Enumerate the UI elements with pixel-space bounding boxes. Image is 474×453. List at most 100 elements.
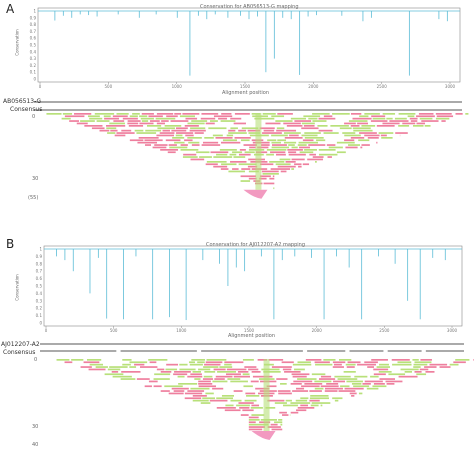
read [361, 144, 369, 146]
read [317, 125, 327, 127]
read [287, 125, 303, 127]
read [300, 397, 308, 399]
read [198, 381, 211, 383]
read [291, 118, 306, 120]
read [339, 390, 356, 392]
read [291, 383, 302, 385]
read [424, 366, 436, 368]
read [157, 123, 165, 125]
read [142, 120, 148, 122]
read [280, 424, 282, 426]
y-tick-label: 0 [39, 321, 42, 326]
read [130, 139, 144, 141]
read [193, 395, 207, 397]
read [107, 132, 115, 134]
read [234, 123, 246, 125]
read [325, 388, 343, 390]
y-tick-label: 0.4 [36, 291, 43, 296]
read [221, 168, 229, 170]
read [349, 120, 368, 122]
read [203, 366, 218, 368]
read [104, 118, 119, 120]
read [171, 120, 189, 122]
read [225, 409, 241, 411]
read [57, 359, 70, 361]
read [345, 388, 364, 390]
read [276, 154, 286, 156]
read [228, 132, 247, 134]
read [69, 120, 79, 122]
read [203, 378, 213, 380]
y-tick-label: 0.5 [30, 43, 37, 48]
read [108, 369, 120, 371]
read [333, 366, 344, 368]
read [244, 144, 257, 146]
read [430, 364, 448, 366]
read [287, 149, 303, 151]
read [377, 125, 395, 127]
read [194, 378, 200, 380]
read [144, 139, 162, 141]
read [319, 378, 335, 380]
read [416, 115, 435, 117]
read [277, 127, 284, 129]
read [161, 120, 169, 122]
read [230, 400, 241, 402]
read [289, 154, 306, 156]
read [269, 178, 274, 180]
read [204, 376, 213, 378]
read [293, 364, 311, 366]
read [189, 361, 195, 363]
read [440, 366, 451, 368]
read [267, 400, 284, 402]
read [193, 400, 209, 402]
read [245, 400, 257, 402]
read [216, 397, 233, 399]
read [371, 115, 385, 117]
read [206, 163, 218, 165]
read [420, 118, 433, 120]
read [298, 361, 311, 363]
read [272, 144, 287, 146]
read [376, 142, 377, 144]
read [203, 142, 218, 144]
read [163, 130, 170, 132]
read [326, 383, 338, 385]
read [335, 400, 338, 402]
read [408, 115, 415, 117]
read [100, 130, 110, 132]
x-tick-label: 2000 [312, 328, 323, 333]
read [401, 369, 419, 371]
read [364, 135, 379, 137]
read [298, 166, 302, 168]
read [348, 361, 361, 363]
read [268, 426, 281, 428]
read [272, 429, 283, 431]
read [280, 383, 287, 385]
read [191, 120, 207, 122]
read [298, 144, 307, 146]
read [359, 393, 362, 395]
read [357, 123, 368, 125]
read [142, 113, 154, 115]
read [123, 118, 138, 120]
read [227, 135, 233, 137]
read [204, 137, 214, 139]
read [74, 113, 91, 115]
read [324, 132, 339, 134]
read [347, 366, 355, 368]
read [221, 163, 236, 165]
read [210, 120, 218, 122]
read [285, 137, 303, 139]
read [436, 118, 449, 120]
read [160, 149, 178, 151]
read [399, 376, 418, 378]
read [344, 135, 361, 137]
read [190, 127, 205, 129]
read [89, 118, 102, 120]
read [319, 130, 333, 132]
read [456, 113, 463, 115]
read [88, 115, 100, 117]
read [283, 123, 301, 125]
y-tick-label: 1 [33, 9, 36, 14]
